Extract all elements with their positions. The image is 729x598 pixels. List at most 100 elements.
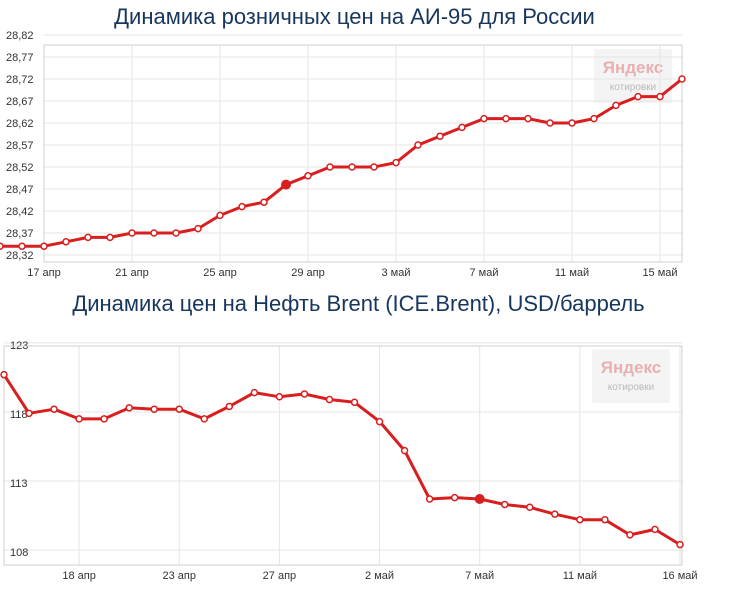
chart-2-data-point [676,540,684,549]
chart-2-data-point [0,370,8,379]
chart-1-data-point [348,163,356,171]
chart-2-x-tick-label: 2 май [365,570,394,582]
chart-1-data-point [414,141,422,149]
chart-2-watermark: Яндекс котировки [592,349,670,403]
chart-1-y-tick-label: 28,52 [6,162,34,174]
chart-1-data-point [524,114,532,123]
chart-1-data-point [634,92,642,101]
chart-1-data-point [502,114,510,123]
chart-1-data-point [62,238,70,246]
chart-1-x-tick-label: 3 май [382,267,411,279]
chart-1-watermark-brand: Яндекс [603,58,663,77]
chart-1-watermark-sub: котировки [610,82,656,93]
chart-2-series-line [2,373,682,547]
chart-1-data-point [370,163,378,171]
chart-1-data-point [0,242,4,250]
chart-2-data-point [325,395,334,404]
chart-2-data-point [626,531,634,539]
chart-2-data-point [425,495,434,503]
chart-2-data-point [450,493,459,502]
chart-2-data-point [250,388,259,397]
chart-1-data-point [568,119,576,127]
chart-1-x-tick-label: 29 апр [291,267,324,279]
chart-2-y-tick-label: 118 [10,409,28,421]
chart-2-title: Динамика цен на Нефть Brent (ICE.Brent),… [72,291,645,316]
chart-1-y-tick-label: 28,82 [6,30,34,42]
chart-1-y-tick-label: 28,77 [6,52,34,64]
chart-2-x-tick-label: 23 апр [163,570,196,582]
chart-1-data-point [590,114,598,123]
chart-2-data-point [601,515,609,524]
chart-1-data-point [172,229,180,237]
chart-1-y-tick-label: 28,62 [6,118,34,130]
chart-2-data-point [350,398,359,407]
chart-1-data-point [612,101,620,110]
chart-2-data-point [100,415,108,423]
chart-2-data-point [551,510,559,518]
chart-2-frame [3,345,683,566]
chart-1-data-point [128,229,136,237]
chart-2-data-point [125,404,133,412]
chart-1-data-point [150,229,158,237]
chart-1-data-point [84,233,92,242]
chart-1-y-tick-label: 28,32 [6,250,34,262]
chart-1-data-point [216,211,224,220]
chart-2-data-point [25,409,33,418]
chart-1-data-point [480,114,488,123]
chart-1-y-tick-label: 28,57 [6,140,34,152]
chart-2-y-tick-label: 113 [10,478,28,490]
chart-2-data-point [75,415,83,423]
chart-1-data-point [106,233,114,242]
chart-2-highlighted-point [474,493,485,504]
chart-1-data-point [40,242,48,250]
chart-1-data-point [194,224,202,233]
chart-1-watermark: Яндекс котировки [594,49,672,103]
chart-1-watermark-bg [594,49,672,103]
chart-1-data-point [304,172,312,180]
chart-1-x-tick-label: 15 май [642,267,677,279]
chart-1-data-point [678,75,686,83]
chart-1-y-tick-label: 28,67 [6,96,34,108]
chart-1-data-point [546,119,554,127]
chart-2-data-point [651,525,659,534]
chart-1-x-tick-label: 17 апр [27,267,60,279]
chart-1-frame [43,44,683,263]
chart-2-x-tick-label: 11 май [563,570,597,582]
chart-1-x-tick-label: 21 апр [115,267,148,279]
chart-2-data-point [400,446,409,455]
chart-2-data-point [500,500,509,509]
chart-1-data-point [18,242,26,250]
chart-1-data-point [656,92,664,101]
chart-2-x-tick-label: 16 май [662,570,697,582]
chart-2-y-tick-label: 108 [10,547,28,559]
chart-1-x-tick-label: 25 апр [203,267,236,279]
chart-1-y-tick-label: 28,42 [6,206,34,218]
chart-1-title: Динамика розничных цен на АИ-95 для Росс… [114,4,595,29]
chart-1-data-point [392,158,400,167]
chart-2-data-point [175,405,184,413]
chart-2-data-point [526,503,534,512]
chart-1-data-point [238,202,246,211]
chart-1-x-tick-label: 11 май [555,267,589,279]
chart-1-highlighted-point [281,179,291,190]
chart-1-y-tick-label: 28,72 [6,74,34,86]
chart-1-data-point [326,163,334,171]
chart-2-x-tick-label: 18 апр [62,570,95,582]
chart-2-data-point [150,405,158,413]
chart-2-data-point [275,393,284,401]
chart-2-x-tick-label: 27 апр [263,570,296,582]
chart-2-data-point [225,402,234,411]
chart-1-y-tick-label: 28,37 [6,228,34,240]
chart-2-data-point [50,405,58,413]
chart-2-data-point [576,515,584,524]
chart-2-data-point [300,390,309,398]
chart-2-data-point [200,415,209,423]
chart-2-data-point [375,417,384,426]
chart-1-data-point [436,132,444,140]
chart-1-y-tick-label: 28,47 [6,184,34,196]
chart-2-x-tick-label: 7 май [465,570,494,582]
chart-2-watermark-bg [592,349,670,403]
chart-2-watermark-brand: Яндекс [601,358,661,377]
